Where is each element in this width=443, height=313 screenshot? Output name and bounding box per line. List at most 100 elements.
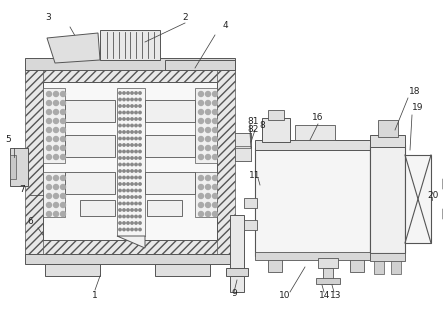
Circle shape — [135, 92, 137, 94]
Text: 8: 8 — [259, 121, 265, 131]
Circle shape — [139, 176, 141, 179]
Circle shape — [47, 176, 51, 181]
Text: 9: 9 — [231, 289, 237, 297]
Circle shape — [139, 228, 141, 231]
Bar — [65, 172, 115, 194]
Circle shape — [213, 100, 218, 105]
Circle shape — [139, 131, 141, 133]
Bar — [25, 68, 43, 254]
Circle shape — [127, 189, 129, 192]
Circle shape — [47, 127, 51, 132]
Circle shape — [61, 136, 66, 141]
Bar — [235, 133, 251, 146]
Circle shape — [119, 202, 121, 205]
Circle shape — [139, 150, 141, 153]
Circle shape — [119, 183, 121, 185]
Circle shape — [198, 203, 203, 208]
Circle shape — [54, 184, 58, 189]
Bar — [10, 155, 16, 179]
Text: 13: 13 — [330, 291, 342, 300]
Text: 10: 10 — [279, 290, 291, 300]
Circle shape — [198, 100, 203, 105]
Circle shape — [135, 209, 137, 211]
Circle shape — [47, 91, 51, 96]
Circle shape — [119, 150, 121, 153]
Circle shape — [123, 118, 125, 120]
Circle shape — [54, 91, 58, 96]
Circle shape — [123, 98, 125, 101]
Circle shape — [139, 105, 141, 107]
Circle shape — [123, 131, 125, 133]
Circle shape — [61, 212, 66, 217]
Circle shape — [123, 183, 125, 185]
Circle shape — [119, 131, 121, 133]
Text: 7: 7 — [19, 186, 25, 194]
Circle shape — [139, 137, 141, 140]
Polygon shape — [117, 236, 145, 248]
Bar — [370, 145, 405, 253]
Circle shape — [119, 189, 121, 192]
Circle shape — [131, 189, 133, 192]
Circle shape — [135, 144, 137, 146]
Circle shape — [123, 202, 125, 205]
Circle shape — [139, 124, 141, 127]
Circle shape — [135, 111, 137, 114]
Circle shape — [123, 163, 125, 166]
Circle shape — [131, 92, 133, 94]
Circle shape — [123, 215, 125, 218]
Circle shape — [206, 203, 210, 208]
Circle shape — [127, 163, 129, 166]
Circle shape — [213, 91, 218, 96]
Circle shape — [127, 111, 129, 114]
Circle shape — [198, 91, 203, 96]
Circle shape — [131, 98, 133, 101]
Circle shape — [47, 193, 51, 198]
Circle shape — [131, 124, 133, 127]
Circle shape — [54, 203, 58, 208]
Circle shape — [119, 163, 121, 166]
Text: 20: 20 — [427, 191, 439, 199]
Bar — [10, 148, 28, 186]
Circle shape — [213, 184, 218, 189]
Circle shape — [127, 144, 129, 146]
Circle shape — [139, 196, 141, 198]
Circle shape — [198, 110, 203, 115]
Circle shape — [135, 222, 137, 224]
Text: 5: 5 — [5, 136, 11, 145]
Circle shape — [127, 118, 129, 120]
Bar — [268, 110, 284, 120]
Circle shape — [139, 157, 141, 159]
Circle shape — [198, 184, 203, 189]
Circle shape — [213, 127, 218, 132]
Text: 18: 18 — [409, 88, 421, 96]
Circle shape — [127, 228, 129, 231]
Bar — [195, 88, 217, 163]
Circle shape — [131, 144, 133, 146]
Circle shape — [139, 118, 141, 120]
Circle shape — [127, 150, 129, 153]
Circle shape — [139, 183, 141, 185]
Circle shape — [198, 193, 203, 198]
Circle shape — [123, 170, 125, 172]
Circle shape — [131, 157, 133, 159]
Circle shape — [119, 144, 121, 146]
Circle shape — [135, 131, 137, 133]
Circle shape — [54, 127, 58, 132]
Bar — [370, 253, 405, 261]
Circle shape — [119, 137, 121, 140]
Circle shape — [123, 189, 125, 192]
Bar — [350, 256, 364, 272]
Bar — [378, 120, 398, 137]
Circle shape — [139, 111, 141, 114]
Circle shape — [127, 176, 129, 179]
Circle shape — [127, 124, 129, 127]
Circle shape — [131, 118, 133, 120]
Bar — [117, 88, 145, 236]
Circle shape — [47, 119, 51, 124]
Text: 81: 81 — [247, 116, 259, 126]
Circle shape — [123, 105, 125, 107]
Circle shape — [135, 183, 137, 185]
Circle shape — [213, 203, 218, 208]
Circle shape — [135, 124, 137, 127]
Circle shape — [123, 157, 125, 159]
